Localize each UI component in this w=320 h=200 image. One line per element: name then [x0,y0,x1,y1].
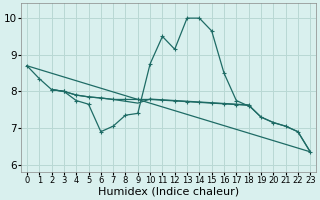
X-axis label: Humidex (Indice chaleur): Humidex (Indice chaleur) [98,187,239,197]
